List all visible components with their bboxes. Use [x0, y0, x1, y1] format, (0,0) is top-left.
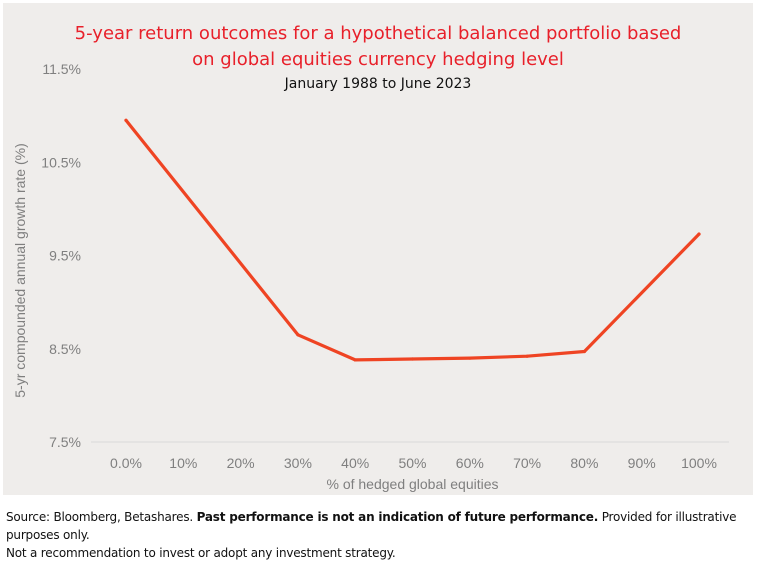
footnote-line-2: Not a recommendation to invest or adopt … — [6, 546, 396, 560]
x-tick-label: 50% — [398, 455, 426, 471]
x-tick-label: 100% — [681, 455, 717, 471]
x-tick-label: 40% — [341, 455, 369, 471]
data-point — [124, 118, 128, 122]
footnote-source: Source: Bloomberg, Betashares. — [6, 510, 197, 524]
data-point — [697, 232, 701, 236]
x-tick-label: 20% — [227, 455, 255, 471]
x-tick-label: 80% — [570, 455, 598, 471]
chart-subtitle: January 1988 to June 2023 — [284, 76, 472, 92]
data-point — [296, 333, 300, 337]
data-point — [468, 356, 472, 360]
data-point — [353, 358, 357, 362]
x-tick-label: 30% — [284, 455, 312, 471]
y-tick-label: 7.5% — [49, 434, 81, 450]
x-tick-label: 90% — [628, 455, 656, 471]
data-point — [582, 349, 587, 354]
x-tick-label: 60% — [456, 455, 484, 471]
chart-title-line-1: 5-year return outcomes for a hypothetica… — [74, 23, 682, 44]
y-tick-label: 10.5% — [41, 154, 81, 170]
series-line — [124, 118, 701, 362]
footnote-illustrative: Provided for illustrative purposes only. — [6, 510, 737, 542]
y-tick-label: 8.5% — [49, 341, 81, 357]
line-chart: 7.5% 8.5% 9.5% 10.5% 11.5% 0.0% 10% 20% 30% 40% 50… — [12, 61, 729, 492]
x-tick-label: 0.0% — [110, 455, 142, 471]
y-tick-label: 11.5% — [42, 61, 81, 77]
chart-panel: 5-year return outcomes for a hypothetica… — [3, 3, 753, 495]
x-axis-title: % of hedged global equities — [326, 476, 498, 492]
footnote-disclaimer: Past performance is not an indication of… — [196, 510, 599, 524]
data-point — [410, 357, 415, 361]
x-tick-label: 70% — [513, 455, 541, 471]
y-axis-title: 5-yr compounded annual growth rate (%) — [12, 143, 28, 397]
y-tick-label: 9.5% — [49, 248, 81, 264]
plot-area: 7.5% 8.5% 9.5% 10.5% 11.5% 0.0% 10% 20% 30% 40% 50… — [12, 61, 729, 492]
footnote: Source: Bloomberg, Betashares. Past perf… — [6, 508, 758, 562]
data-point — [525, 354, 529, 358]
chart-title-line-2: on global equities currency hedging leve… — [192, 49, 564, 70]
x-tick-label: 10% — [169, 455, 197, 471]
